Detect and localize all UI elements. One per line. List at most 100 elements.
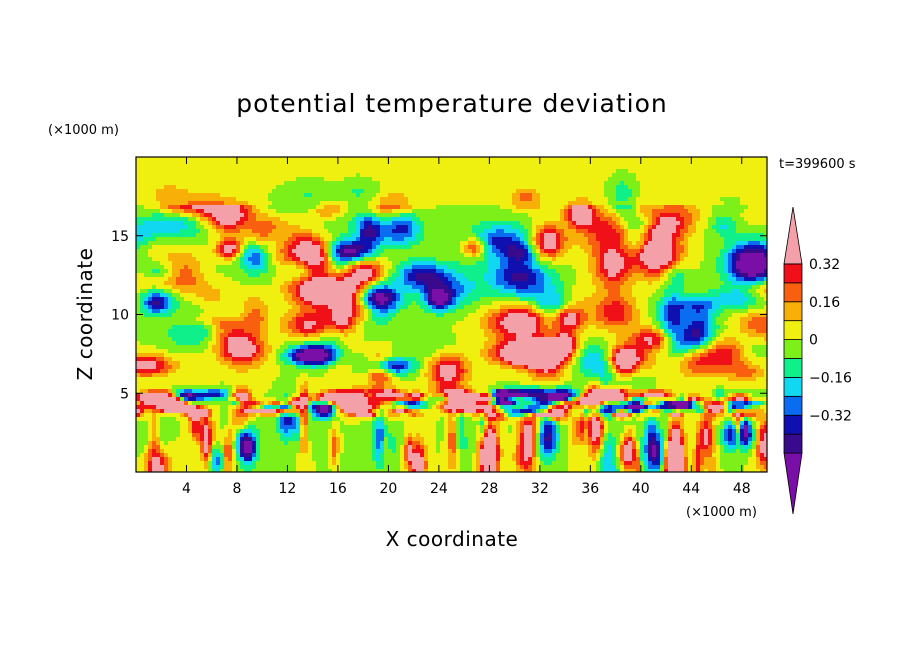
field-cell bbox=[468, 161, 473, 166]
field-cell bbox=[680, 221, 685, 226]
field-cell bbox=[356, 169, 361, 174]
field-cell bbox=[564, 181, 569, 186]
field-cell bbox=[480, 213, 485, 218]
field-cell bbox=[304, 157, 309, 162]
field-cell bbox=[372, 209, 377, 214]
field-cell bbox=[608, 245, 613, 250]
field-cell bbox=[764, 177, 767, 182]
field-cell bbox=[552, 245, 557, 250]
field-cell bbox=[580, 173, 585, 178]
field-cell bbox=[464, 233, 469, 238]
field-cell bbox=[656, 213, 661, 218]
field-cell bbox=[568, 165, 573, 170]
field-cell bbox=[244, 193, 249, 198]
field-cell bbox=[288, 245, 293, 250]
field-cell bbox=[424, 197, 429, 202]
field-cell bbox=[288, 221, 293, 226]
field-cell bbox=[528, 161, 533, 166]
field-cell bbox=[456, 277, 461, 282]
field-cell bbox=[412, 201, 417, 206]
field-cell bbox=[352, 281, 357, 286]
field-cell bbox=[664, 225, 669, 230]
field-cell bbox=[528, 221, 533, 226]
field-cell bbox=[420, 173, 425, 178]
field-cell bbox=[296, 157, 301, 162]
field-cell bbox=[744, 173, 749, 178]
field-cell bbox=[756, 161, 761, 166]
field-cell bbox=[412, 281, 417, 286]
field-cell bbox=[316, 237, 321, 242]
field-cell bbox=[748, 229, 753, 234]
field-cell bbox=[580, 245, 585, 250]
field-cell bbox=[488, 253, 493, 258]
field-cell bbox=[380, 213, 385, 218]
field-cell bbox=[252, 213, 257, 218]
field-cell bbox=[332, 269, 337, 274]
field-cell bbox=[508, 249, 513, 254]
field-cell bbox=[288, 173, 293, 178]
field-cell bbox=[472, 249, 477, 254]
field-cell bbox=[164, 273, 169, 278]
field-cell bbox=[348, 181, 353, 186]
field-cell bbox=[596, 197, 601, 202]
field-cell bbox=[464, 269, 469, 274]
field-cell bbox=[460, 217, 465, 222]
field-cell bbox=[180, 261, 185, 266]
field-cell bbox=[148, 177, 153, 182]
field-cell bbox=[296, 217, 301, 222]
field-cell bbox=[228, 237, 233, 242]
field-cell bbox=[732, 245, 737, 250]
field-cell bbox=[752, 261, 757, 266]
field-cell bbox=[352, 229, 357, 234]
field-cell bbox=[476, 217, 481, 222]
field-cell bbox=[412, 273, 417, 278]
field-cell bbox=[236, 189, 241, 194]
field-cell bbox=[296, 209, 301, 214]
field-cell bbox=[372, 161, 377, 166]
field-cell bbox=[652, 209, 657, 214]
field-cell bbox=[708, 193, 713, 198]
field-cell bbox=[388, 161, 393, 166]
field-cell bbox=[180, 205, 185, 210]
field-cell bbox=[524, 165, 529, 170]
field-cell bbox=[320, 257, 325, 262]
field-cell bbox=[692, 165, 697, 170]
field-cell bbox=[372, 157, 377, 162]
field-cell bbox=[664, 233, 669, 238]
field-cell bbox=[388, 197, 393, 202]
field-cell bbox=[352, 161, 357, 166]
field-cell bbox=[628, 185, 633, 190]
field-cell bbox=[340, 261, 345, 266]
field-cell bbox=[512, 177, 517, 182]
field-cell bbox=[372, 197, 377, 202]
field-cell bbox=[352, 209, 357, 214]
field-cell bbox=[572, 173, 577, 178]
field-cell bbox=[660, 261, 665, 266]
field-cell bbox=[412, 269, 417, 274]
field-cell bbox=[400, 201, 405, 206]
field-cell bbox=[136, 249, 141, 254]
field-cell bbox=[240, 185, 245, 190]
field-cell bbox=[528, 253, 533, 258]
field-cell bbox=[524, 221, 529, 226]
field-cell bbox=[364, 221, 369, 226]
field-cell bbox=[260, 221, 265, 226]
field-cell bbox=[320, 281, 325, 286]
field-cell bbox=[360, 245, 365, 250]
field-cell bbox=[268, 257, 273, 262]
field-cell bbox=[544, 225, 549, 230]
field-cell bbox=[252, 157, 257, 162]
field-cell bbox=[296, 281, 301, 286]
field-cell bbox=[268, 233, 273, 238]
field-cell bbox=[264, 205, 269, 210]
field-cell bbox=[284, 173, 289, 178]
field-cell bbox=[420, 245, 425, 250]
field-cell bbox=[160, 169, 165, 174]
field-cell bbox=[444, 281, 449, 286]
field-cell bbox=[656, 197, 661, 202]
field-cell bbox=[460, 237, 465, 242]
field-cell bbox=[728, 265, 733, 270]
field-cell bbox=[436, 269, 441, 274]
field-cell bbox=[508, 229, 513, 234]
field-cell bbox=[308, 185, 313, 190]
